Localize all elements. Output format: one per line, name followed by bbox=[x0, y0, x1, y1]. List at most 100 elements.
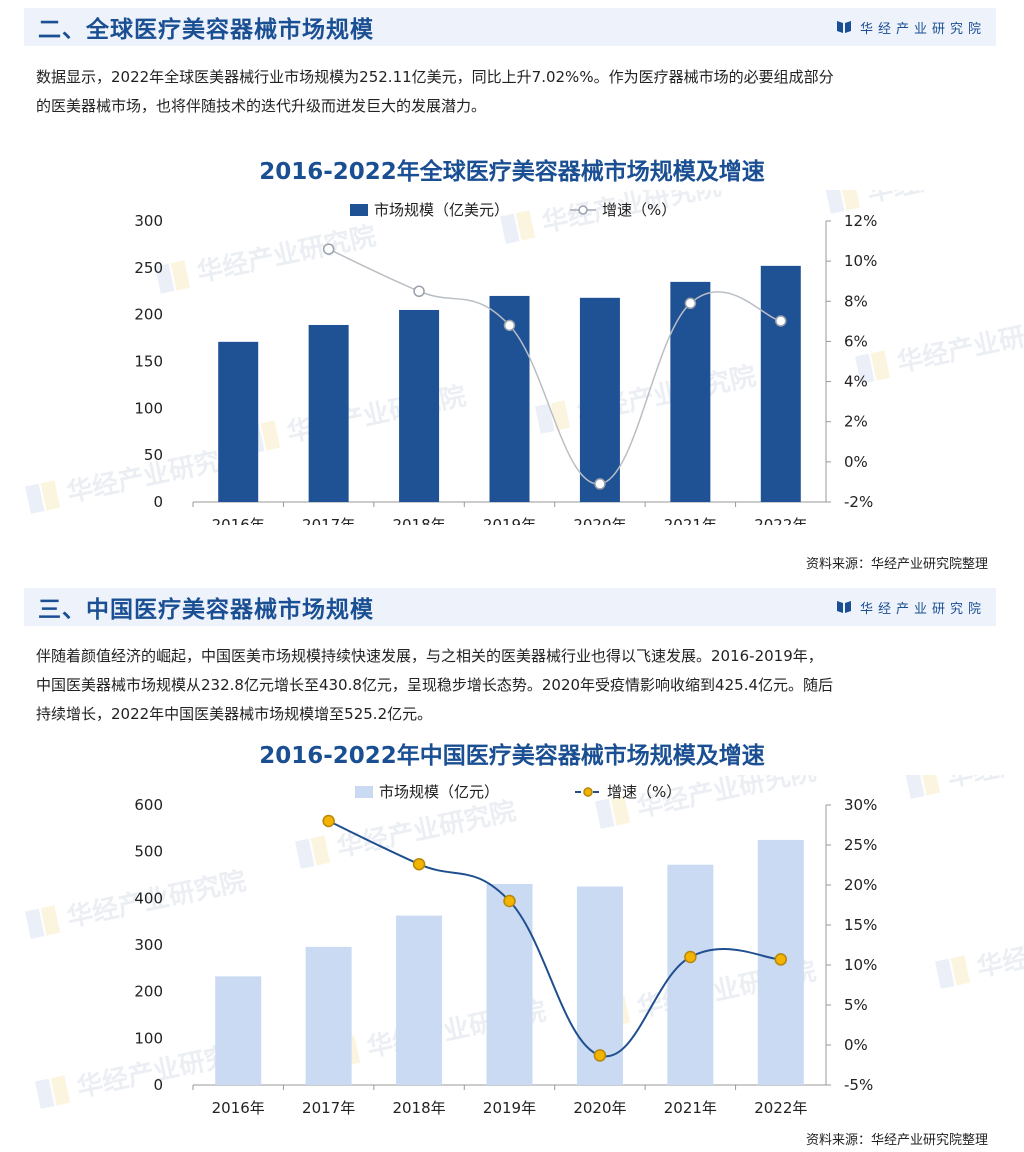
growth-point bbox=[775, 315, 787, 327]
bar bbox=[305, 946, 352, 1085]
watermark-logo-icon bbox=[855, 353, 875, 384]
bar bbox=[396, 915, 443, 1085]
growth-point bbox=[684, 950, 697, 964]
y-left-tick-label: 0 bbox=[153, 1076, 163, 1094]
watermark-logo-icon bbox=[295, 838, 315, 869]
watermark-logo-icon bbox=[170, 260, 191, 291]
bar bbox=[670, 281, 711, 502]
bar bbox=[308, 324, 349, 502]
growth-point bbox=[322, 814, 335, 828]
section-title: 三、中国医疗美容器械市场规模 bbox=[38, 597, 374, 623]
watermark: 华经产业研究院 bbox=[905, 775, 1024, 799]
brand-logo-icon bbox=[836, 599, 852, 615]
x-tick-label: 2018年 bbox=[392, 516, 445, 525]
bar bbox=[667, 864, 714, 1085]
x-tick-label: 2020年 bbox=[573, 1099, 626, 1117]
watermark-logo-icon bbox=[550, 400, 571, 431]
paragraph-line: 中国医美器械市场规模从232.8亿元增长至430.8亿元，呈现稳步增长态势。20… bbox=[36, 676, 834, 694]
legend: 市场规模（亿美元） 增速（%） bbox=[350, 201, 676, 219]
watermark-logo-icon bbox=[935, 958, 955, 989]
growth-line bbox=[328, 248, 781, 485]
y-left-tick-label: 50 bbox=[144, 446, 163, 464]
x-tick-label: 2016年 bbox=[212, 1099, 265, 1117]
chart-title: 2016-2022年全球医疗美容器械市场规模及增速 bbox=[259, 159, 765, 185]
section-title: 二、全球医疗美容器械市场规模 bbox=[38, 17, 374, 43]
watermark: 华经产业研究院 bbox=[855, 310, 1024, 384]
x-tick-label: 2018年 bbox=[392, 1099, 445, 1117]
legend-swatch-marker bbox=[578, 205, 588, 215]
paragraph-line: 伴随着颜值经济的崛起，中国医美市场规模持续快速发展，与之相关的医美器械行业也得以… bbox=[36, 647, 823, 665]
watermark-logo-icon bbox=[610, 795, 631, 826]
y-left-tick-label: 200 bbox=[134, 983, 163, 1001]
source-note: 资料来源：华经产业研究院整理 bbox=[805, 1133, 988, 1148]
paragraph-global: 数据显示，2022年全球医美器械行业市场规模为252.11亿美元，同比上升7.0… bbox=[36, 63, 996, 121]
watermark-logo-icon bbox=[870, 350, 891, 381]
x-tick-label: 2016年 bbox=[212, 516, 265, 525]
watermark-logo-icon bbox=[950, 955, 971, 986]
brand: 华经产业研究院 bbox=[836, 18, 986, 37]
y-right-tick-label: 6% bbox=[844, 332, 868, 350]
paragraph-china: 伴随着颜值经济的崛起，中国医美市场规模持续快速发展，与之相关的医美器械行业也得以… bbox=[36, 642, 996, 729]
y-left-tick-label: 250 bbox=[134, 259, 163, 277]
source-note: 资料来源：华经产业研究院整理 bbox=[805, 557, 988, 572]
growth-point bbox=[413, 285, 425, 297]
y-left-tick-label: 600 bbox=[134, 796, 163, 814]
section-header-china: 三、中国医疗美容器械市场规模 华经产业研究院 bbox=[24, 588, 996, 626]
x-tick-label: 2017年 bbox=[302, 1099, 355, 1117]
watermark-logo-icon bbox=[25, 483, 45, 514]
watermark-text: 华经产业研究院 bbox=[194, 220, 378, 288]
x-tick-label: 2019年 bbox=[483, 1099, 536, 1117]
y-left-tick-label: 300 bbox=[134, 936, 163, 954]
legend-label: 增速（%） bbox=[602, 201, 676, 219]
growth-point bbox=[593, 1049, 607, 1062]
watermark: 华经产业研究院 bbox=[25, 440, 249, 514]
y-right-tick-label: 30% bbox=[844, 796, 877, 814]
y-left-tick-label: 400 bbox=[134, 889, 163, 907]
y-right-tick-label: 10% bbox=[844, 252, 877, 270]
watermark-logo-icon bbox=[35, 1078, 55, 1109]
x-tick-label: 2021年 bbox=[664, 1099, 717, 1117]
x-tick-label: 2022年 bbox=[754, 516, 807, 525]
section-header-global: 二、全球医疗美容器械市场规模 华经产业研究院 bbox=[24, 8, 996, 46]
bar bbox=[486, 883, 533, 1085]
y-right-tick-label: 12% bbox=[844, 212, 877, 230]
chart-china-market: 华经产业研究院华经产业研究院华经产业研究院华经产业研究院华经产业研究院华经产业研… bbox=[25, 775, 1024, 1117]
x-tick-label: 2021年 bbox=[664, 516, 717, 525]
y-right-tick-label: -2% bbox=[844, 493, 873, 511]
watermark-logo-icon bbox=[40, 905, 61, 936]
x-tick-label: 2017年 bbox=[302, 516, 355, 525]
bar bbox=[215, 976, 262, 1085]
bar bbox=[399, 309, 440, 502]
watermark-text: 华经产业研究院 bbox=[974, 915, 1024, 983]
watermark-logo-icon bbox=[155, 263, 175, 294]
growth-point bbox=[503, 894, 516, 908]
watermark-text: 华经产业研究院 bbox=[944, 775, 1024, 794]
x-tick-label: 2020年 bbox=[573, 516, 626, 525]
brand-name: 华经产业研究院 bbox=[859, 21, 986, 37]
y-left-tick-label: 300 bbox=[134, 212, 163, 230]
watermark: 华经产业研究院 bbox=[155, 220, 379, 294]
watermark-logo-icon bbox=[40, 480, 61, 511]
bar bbox=[579, 297, 620, 502]
legend-swatch-bar bbox=[355, 786, 373, 798]
chart-global-market: 华经产业研究院华经产业研究院华经产业研究院华经产业研究院华经产业研究院华经产业研… bbox=[25, 190, 1024, 525]
paragraph-line: 的医美器械市场，也将伴随技术的迭代升级而迸发巨大的发展潜力。 bbox=[36, 97, 487, 115]
y-right-tick-label: -5% bbox=[844, 1076, 873, 1094]
y-right-tick-label: 4% bbox=[844, 373, 868, 391]
brand: 华经产业研究院 bbox=[836, 598, 986, 617]
y-left-tick-label: 200 bbox=[134, 306, 163, 324]
growth-point bbox=[322, 243, 335, 255]
y-right-tick-label: 5% bbox=[844, 996, 868, 1014]
bar bbox=[760, 265, 801, 502]
watermark-logo-icon bbox=[515, 210, 536, 241]
y-right-tick-label: 10% bbox=[844, 956, 877, 974]
watermark-text: 华经产业研究院 bbox=[864, 190, 1024, 209]
legend-swatch-marker bbox=[583, 787, 593, 797]
legend-swatch-bar bbox=[350, 204, 368, 216]
growth-point bbox=[503, 319, 516, 332]
watermark-logo-icon bbox=[595, 798, 615, 829]
legend: 市场规模（亿元） 增速（%） bbox=[355, 783, 681, 801]
legend-label: 市场规模（亿元） bbox=[379, 783, 499, 801]
watermark-logo-icon bbox=[50, 1075, 71, 1106]
x-tick-label: 2022年 bbox=[754, 1099, 807, 1117]
